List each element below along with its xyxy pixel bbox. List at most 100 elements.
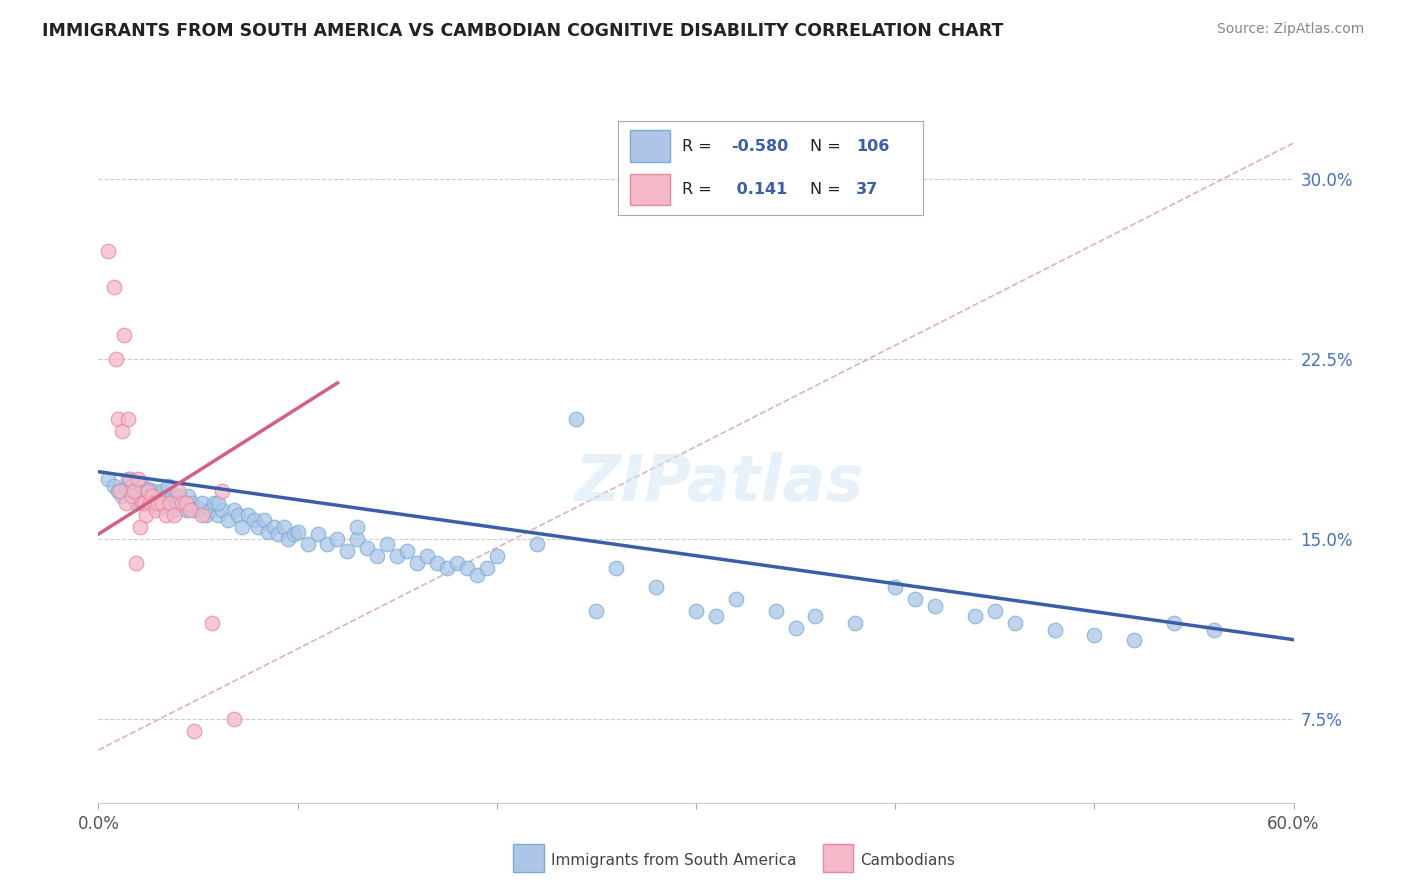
Point (884, 580, 907, 594)
Point (526, 537, 548, 551)
Point (165, 489, 187, 503)
Point (1083, 628, 1105, 642)
Point (172, 496, 194, 510)
Point (963, 608, 986, 623)
Point (103, 280, 125, 294)
Point (198, 503, 221, 517)
Point (124, 483, 146, 498)
Point (145, 503, 167, 517)
Point (150, 496, 173, 510)
Point (174, 496, 197, 510)
Point (115, 482, 138, 496)
Point (155, 508, 177, 522)
Point (202, 496, 225, 510)
Point (167, 483, 190, 498)
Point (125, 556, 148, 570)
Point (125, 496, 148, 510)
Point (141, 489, 163, 503)
Text: Cambodians: Cambodians (860, 854, 956, 868)
Point (416, 549, 439, 563)
Point (346, 532, 368, 546)
Point (163, 508, 186, 522)
Point (356, 541, 378, 556)
Point (246, 520, 269, 534)
Point (129, 520, 152, 534)
Point (136, 482, 159, 496)
Point (211, 483, 233, 498)
Point (226, 508, 249, 522)
Point (267, 527, 290, 541)
Point (145, 496, 167, 510)
Point (103, 479, 125, 493)
Point (724, 591, 747, 606)
Point (984, 604, 1007, 618)
Point (111, 424, 134, 438)
Point (172, 500, 194, 515)
Point (167, 496, 190, 510)
Point (148, 496, 170, 510)
Point (283, 527, 305, 541)
Text: ZIPatlas: ZIPatlas (575, 451, 865, 514)
Point (385, 549, 409, 563)
Point (446, 556, 468, 570)
Text: Immigrants from South America: Immigrants from South America (551, 854, 797, 868)
Point (111, 489, 134, 503)
Point (143, 496, 166, 510)
Point (141, 489, 163, 503)
Point (117, 472, 139, 486)
Point (110, 483, 132, 498)
Point (163, 503, 186, 517)
Point (485, 549, 508, 563)
Point (605, 560, 627, 574)
Point (120, 486, 142, 500)
Point (155, 489, 177, 503)
Point (120, 472, 142, 486)
Point (191, 496, 214, 510)
Point (115, 496, 138, 510)
Point (316, 537, 339, 551)
Point (148, 489, 170, 503)
Point (924, 599, 946, 613)
Point (222, 712, 245, 726)
Point (243, 513, 266, 527)
Point (1004, 615, 1026, 630)
Point (117, 412, 139, 426)
Point (207, 508, 229, 522)
Point (1043, 623, 1066, 637)
Point (127, 472, 149, 486)
Point (181, 496, 204, 510)
Point (436, 560, 458, 574)
Point (307, 527, 329, 541)
Point (187, 500, 209, 515)
Point (207, 496, 229, 510)
Point (121, 479, 143, 493)
Point (263, 520, 285, 534)
Point (336, 544, 359, 558)
Point (366, 549, 388, 563)
Point (231, 520, 253, 534)
Point (134, 496, 156, 510)
Point (765, 604, 787, 618)
Point (277, 532, 299, 546)
Point (107, 412, 129, 426)
Point (297, 537, 319, 551)
Point (195, 508, 218, 522)
Point (326, 532, 349, 546)
Point (136, 483, 159, 498)
Point (465, 567, 488, 582)
Point (112, 328, 135, 343)
Point (704, 608, 727, 623)
Point (201, 615, 224, 630)
Point (375, 537, 398, 551)
Point (127, 483, 149, 498)
Point (236, 508, 259, 522)
Point (124, 489, 146, 503)
Point (685, 604, 707, 618)
Point (273, 520, 295, 534)
Point (149, 500, 172, 515)
Point (426, 556, 449, 570)
Point (177, 489, 200, 503)
Point (179, 503, 201, 517)
Point (253, 513, 276, 527)
Point (183, 723, 205, 738)
